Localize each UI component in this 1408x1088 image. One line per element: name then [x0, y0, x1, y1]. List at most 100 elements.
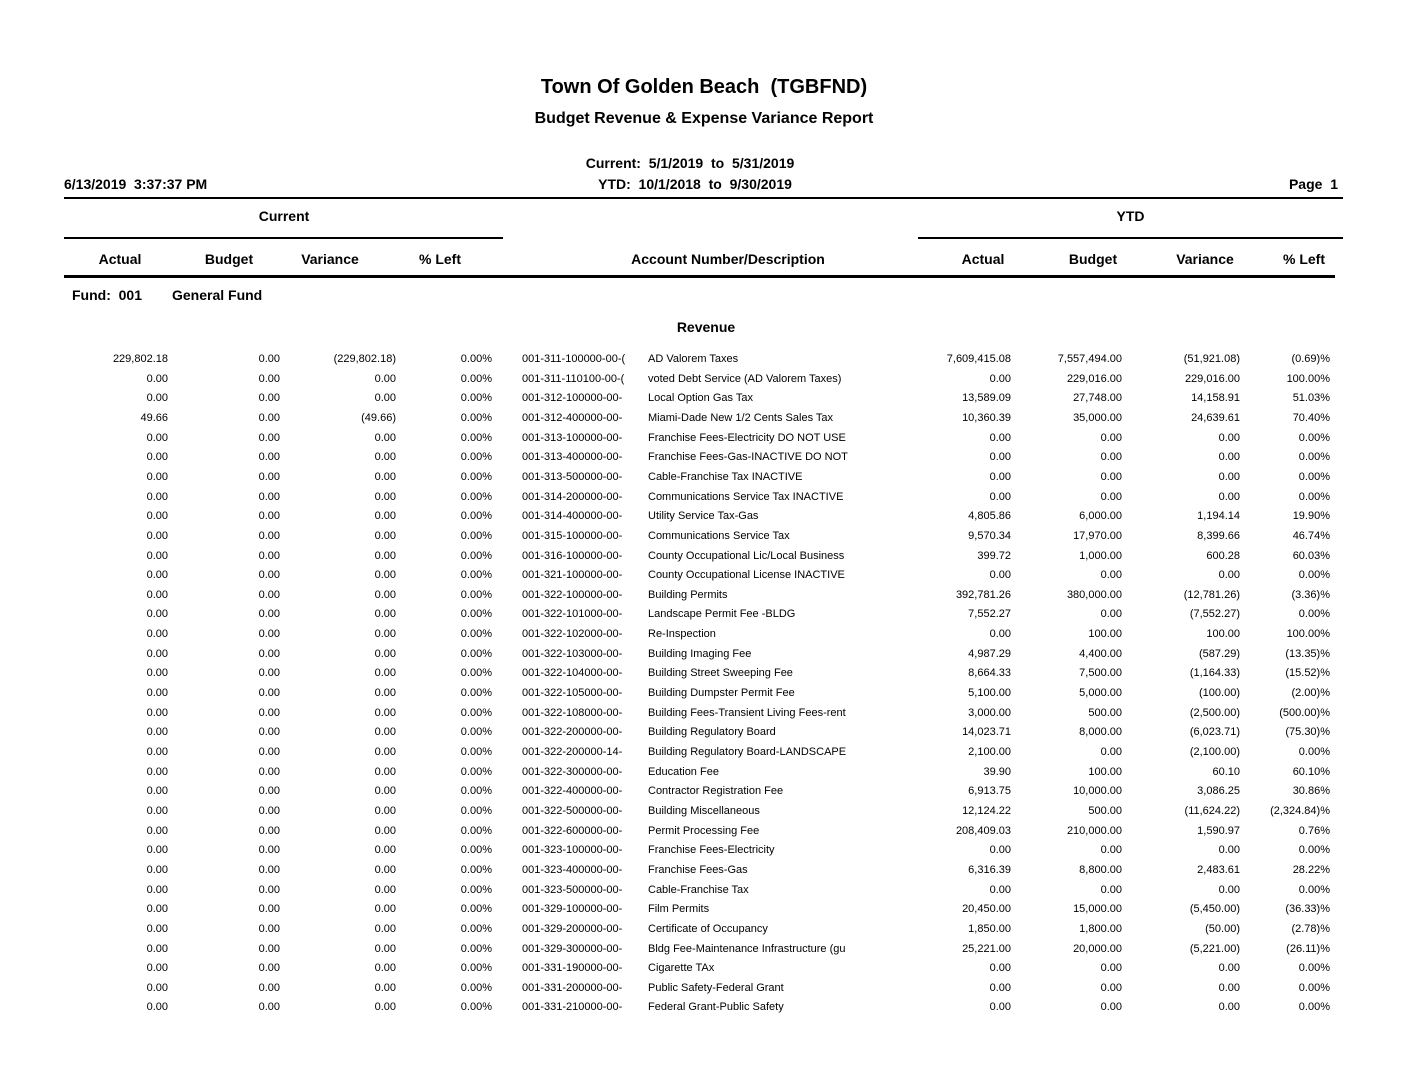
table-cell: 0.00% — [460, 922, 492, 935]
table-cell: (36.33)% — [1285, 903, 1330, 916]
table-cell: 0.00 — [1100, 1001, 1122, 1014]
table-cell: 0.00 — [989, 470, 1011, 483]
table-cell: 7,552.27 — [968, 608, 1011, 621]
table-cell: 399.72 — [977, 549, 1011, 562]
table-cell: 0.00 — [258, 353, 280, 365]
table-cell: Film Permits — [648, 903, 710, 916]
table-cell: 0.00% — [460, 903, 492, 916]
table-cell: 0.00 — [258, 490, 280, 503]
table-cell: 0.00 — [374, 608, 396, 621]
table-cell: 001-331-200000-00- — [522, 981, 623, 994]
table-cell: 39.90 — [983, 765, 1011, 778]
table-cell: 0.00 — [1100, 844, 1122, 857]
table-cell: 208,409.03 — [955, 824, 1011, 837]
table-cell: 0.00 — [989, 451, 1011, 464]
table-cell: 0.00 — [374, 746, 396, 758]
table-cell: 0.00 — [146, 706, 168, 719]
table-cell: 0.00% — [460, 1001, 492, 1014]
table-cell: 0.00 — [146, 628, 168, 641]
table-cell: 100.00 — [1088, 628, 1122, 641]
table-cell: 0.00 — [258, 726, 280, 739]
column-header: Variance — [1176, 251, 1234, 267]
table-cell: 0.00 — [989, 628, 1011, 641]
table-cell: (5,450.00) — [1189, 903, 1240, 916]
table-cell: Building Dumpster Permit Fee — [648, 687, 795, 700]
table-cell: 0.00% — [460, 785, 492, 798]
table-cell: (100.00) — [1199, 687, 1240, 700]
table-cell: 7,609,415.08 — [946, 353, 1011, 365]
table-cell: 49.66 — [140, 411, 168, 424]
table-cell: 0.00% — [460, 863, 492, 876]
table-cell: 0.00% — [460, 372, 492, 385]
table-cell: 0.00% — [460, 687, 492, 700]
table-cell: 0.00 — [258, 647, 280, 660]
table-cell: Contractor Registration Fee — [648, 785, 784, 798]
table-cell: 0.00 — [258, 529, 280, 542]
table-cell: 10,000.00 — [1073, 785, 1122, 798]
ytd-range: YTD: 10/1/2018 to 9/30/2019 — [598, 176, 792, 192]
table-cell: 0.00 — [146, 392, 168, 405]
table-cell: 500.00 — [1088, 804, 1122, 817]
table-cell: 0.00 — [374, 647, 396, 660]
table-cell: 600.28 — [1206, 549, 1240, 562]
table-cell: 0.00 — [989, 1001, 1011, 1014]
table-cell: 0.00 — [146, 569, 168, 582]
table-cell: 0.00% — [1298, 431, 1330, 444]
table-cell: Certificate of Occupancy — [648, 922, 768, 935]
column-header: Actual — [961, 251, 1005, 267]
table-cell: 001-322-105000-00- — [522, 687, 623, 700]
table-cell: 6,913.75 — [968, 785, 1011, 798]
table-cell: 001-322-200000-00- — [522, 726, 623, 739]
table-cell: 60.10 — [1212, 765, 1240, 778]
table-cell: 0.00 — [374, 863, 396, 876]
table-cell: (49.66) — [361, 411, 396, 424]
table-cell: 0.00 — [374, 392, 396, 405]
table-cell: 8,399.66 — [1197, 529, 1240, 542]
subtitle: Budget Revenue & Expense Variance Report — [534, 110, 874, 127]
table-cell: 0.00 — [146, 922, 168, 935]
table-cell: 0.00 — [258, 411, 280, 424]
table-cell: 0.00 — [146, 903, 168, 916]
table-cell: Building Fees-Transient Living Fees-rent — [648, 706, 846, 719]
table-cell: 0.00% — [460, 824, 492, 837]
column-header: % Left — [1283, 251, 1325, 267]
table-cell: 8,800.00 — [1079, 863, 1122, 876]
table-cell: 001-312-400000-00- — [522, 411, 623, 424]
table-cell: 0.00 — [258, 569, 280, 582]
table-cell: 0.00% — [1298, 981, 1330, 994]
table-cell: 0.00 — [374, 804, 396, 817]
column-header: Actual — [98, 251, 142, 267]
table-cell: Federal Grant-Public Safety — [648, 1001, 784, 1014]
print-date: 6/13/2019 3:37:37 PM — [64, 176, 208, 192]
table-cell: 0.00% — [460, 804, 492, 817]
table-cell: 001-311-110100-00-( — [522, 372, 625, 385]
table-cell: 0.00 — [146, 942, 168, 955]
table-cell: 0.00 — [374, 510, 396, 523]
table-cell: (11,624.22) — [1184, 804, 1240, 817]
table-cell: 001-322-600000-00- — [522, 824, 623, 837]
table-cell: 0.00% — [460, 549, 492, 562]
table-cell: 5,100.00 — [968, 687, 1011, 700]
table-cell: 001-313-400000-00- — [522, 451, 623, 464]
table-cell: 0.00 — [1218, 431, 1240, 444]
table-cell: 0.00% — [460, 569, 492, 582]
rule — [64, 197, 1343, 199]
table-cell: County Occupational Lic/Local Business — [648, 549, 845, 562]
column-header: Budget — [204, 251, 254, 267]
table-cell: 0.00% — [1298, 1001, 1330, 1014]
table-cell: Cable-Franchise Tax INACTIVE — [648, 470, 803, 483]
table-cell: 0.00 — [374, 569, 396, 582]
table-cell: 100.00% — [1286, 628, 1330, 641]
table-cell: 0.00 — [258, 470, 280, 483]
table-cell: 0.00% — [1298, 490, 1330, 503]
table-cell: 001-322-200000-14- — [522, 746, 623, 758]
table-cell: 7,557,494.00 — [1057, 353, 1122, 365]
table-cell: 60.03% — [1292, 549, 1330, 562]
table-cell: 35,000.00 — [1073, 411, 1122, 424]
table-cell: 1,800.00 — [1079, 922, 1122, 935]
table-cell: 4,805.86 — [968, 510, 1011, 523]
table-cell: 0.00 — [1218, 962, 1240, 975]
table-cell: 0.00 — [146, 863, 168, 876]
table-cell: 1,850.00 — [968, 922, 1011, 935]
